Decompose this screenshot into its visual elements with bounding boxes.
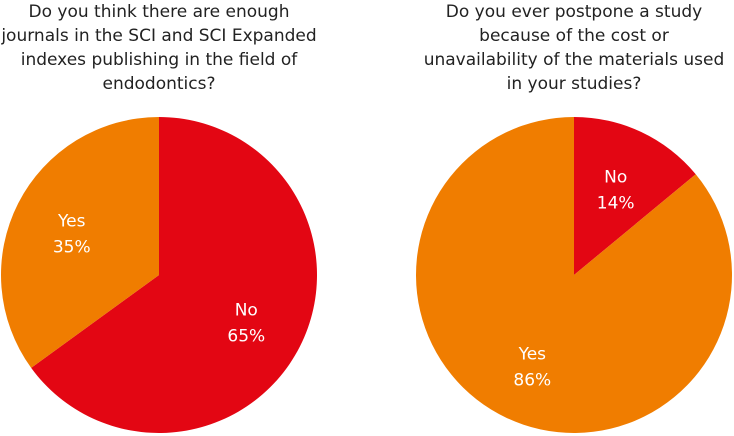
slice-value-label: 35% bbox=[53, 238, 91, 258]
slice-value-label: 65% bbox=[227, 326, 265, 346]
pie-svg: No 65% Yes 35% bbox=[0, 117, 317, 433]
chart-title: Do you think there are enough journals i… bbox=[1, 2, 317, 94]
slice-value-label: 14% bbox=[597, 193, 635, 213]
slice-label: Yes bbox=[57, 212, 86, 232]
pie-slice-no bbox=[574, 117, 696, 275]
pie-chart-journals: Do you think there are enough journals i… bbox=[0, 0, 318, 436]
slice-label: No bbox=[604, 167, 627, 187]
pie-svg: No 14% Yes 86% bbox=[416, 117, 732, 433]
pie-chart-postpone: Do you ever postpone a study because of … bbox=[414, 0, 734, 436]
chart-title: Do you ever postpone a study because of … bbox=[423, 2, 725, 94]
slice-label: No bbox=[235, 300, 258, 320]
slice-label: Yes bbox=[518, 345, 547, 365]
pie-slice-no bbox=[31, 117, 317, 433]
pie-slice-yes bbox=[416, 117, 732, 433]
slice-value-label: 86% bbox=[513, 371, 551, 391]
pie-slice-yes bbox=[0, 117, 159, 368]
